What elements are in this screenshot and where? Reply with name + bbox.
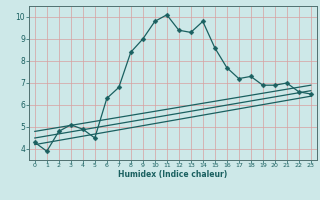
X-axis label: Humidex (Indice chaleur): Humidex (Indice chaleur)	[118, 170, 228, 179]
